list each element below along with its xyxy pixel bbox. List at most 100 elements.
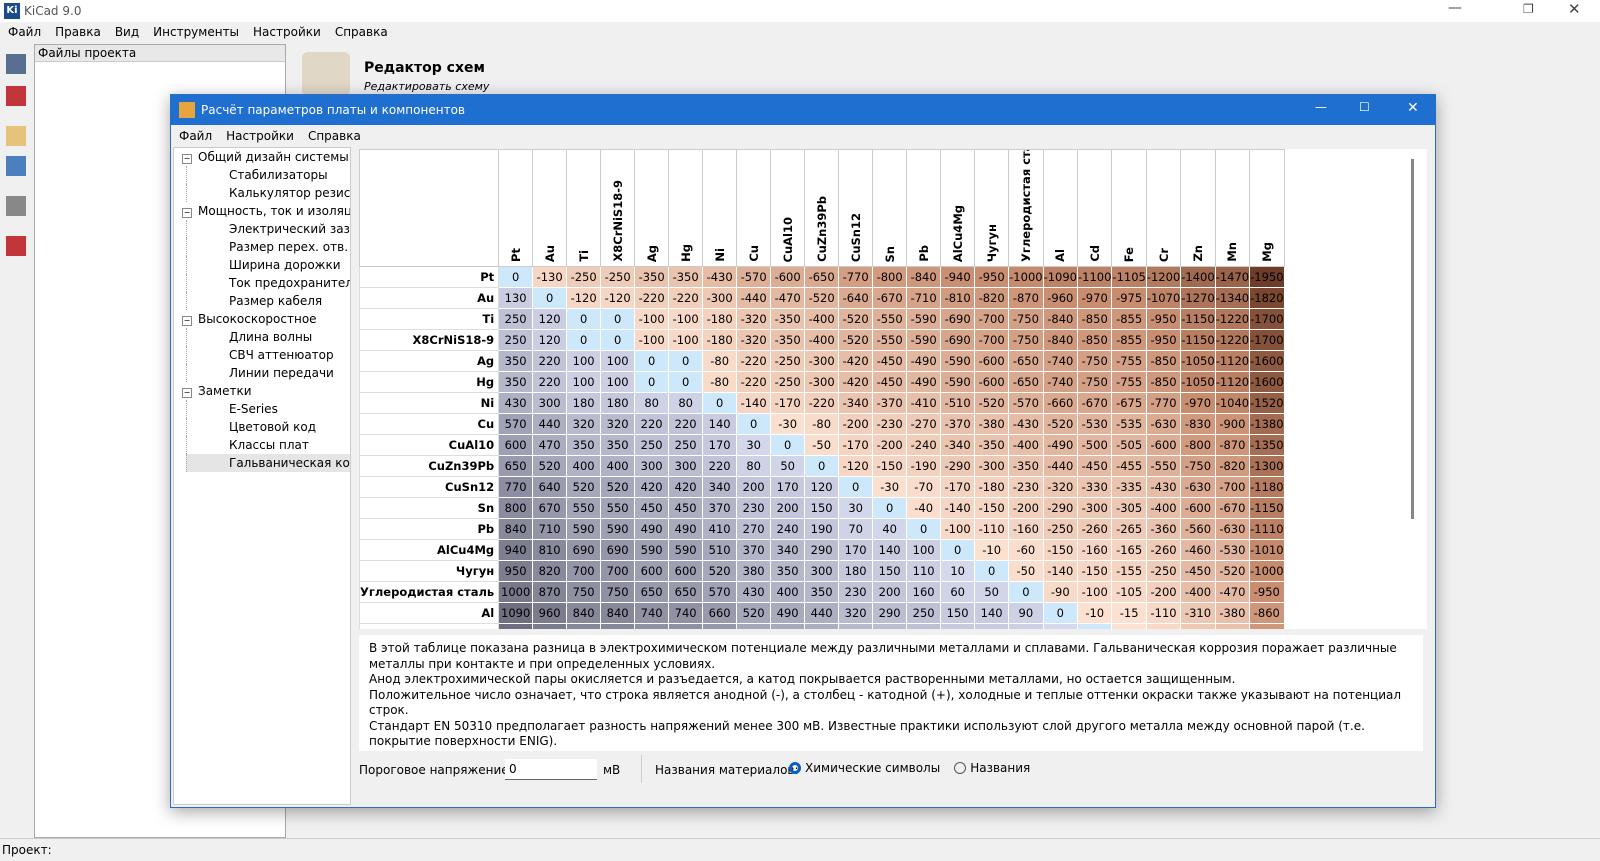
close[interactable]: ✕ <box>1407 100 1419 116</box>
cell[interactable]: 690 <box>566 539 602 561</box>
column-header[interactable]: Чугун <box>974 149 1010 267</box>
expander[interactable]: − <box>182 208 192 218</box>
cell[interactable]: 950 <box>498 560 534 582</box>
cell[interactable]: -260 <box>1076 518 1113 540</box>
cell[interactable]: -120 <box>838 455 874 477</box>
cell[interactable]: 570 <box>702 581 738 603</box>
menu-item[interactable]: Правка <box>55 25 101 39</box>
column-header[interactable]: Ni <box>702 149 738 267</box>
cell[interactable]: -335 <box>1111 476 1147 498</box>
cell[interactable]: 600 <box>668 560 704 582</box>
cell[interactable]: -520 <box>974 392 1010 414</box>
cell[interactable]: -1220 <box>1214 329 1251 351</box>
cell[interactable]: 60 <box>940 581 976 603</box>
cell[interactable]: 0 <box>838 476 874 498</box>
column-header[interactable]: Cr <box>1145 149 1182 267</box>
row-header[interactable]: Углеродистая сталь <box>359 581 500 603</box>
cell[interactable]: 650 <box>498 455 534 477</box>
cell[interactable]: 220 <box>702 455 738 477</box>
launcher-icon[interactable] <box>302 52 350 96</box>
cell[interactable]: 400 <box>770 581 806 603</box>
cell[interactable]: -750 <box>1180 455 1216 477</box>
column-header[interactable]: Ag <box>634 149 670 267</box>
row-header[interactable]: CuAl10 <box>359 434 500 456</box>
cell[interactable]: -770 <box>838 266 874 288</box>
row-header[interactable]: Ag <box>359 350 500 372</box>
cell[interactable]: 0 <box>940 539 976 561</box>
column-header[interactable]: Au <box>532 149 568 267</box>
cell[interactable]: 650 <box>634 581 670 603</box>
cell[interactable]: 590 <box>668 539 704 561</box>
cell[interactable]: -1050 <box>1180 350 1216 372</box>
cell[interactable]: 750 <box>668 623 704 629</box>
cell[interactable]: -560 <box>1180 518 1216 540</box>
tree-group[interactable]: − Высокоскоростное <box>174 310 350 328</box>
cell[interactable]: 330 <box>838 623 874 629</box>
cell[interactable]: 650 <box>668 581 704 603</box>
cell[interactable]: 180 <box>566 392 602 414</box>
cell[interactable]: -830 <box>1180 413 1216 435</box>
tree-label[interactable]: Мощность, ток и изоляция <box>198 204 350 218</box>
cell[interactable]: 240 <box>770 518 806 540</box>
cell[interactable]: -520 <box>838 329 874 351</box>
tree-item[interactable]: Стабилизаторы <box>186 166 350 184</box>
cell[interactable]: -820 <box>1214 455 1251 477</box>
cell[interactable]: -240 <box>906 434 942 456</box>
cell[interactable]: -100 <box>940 518 976 540</box>
cell[interactable]: -1820 <box>1249 287 1285 309</box>
cell[interactable]: -1120 <box>1214 350 1251 372</box>
cell[interactable]: 320 <box>838 602 874 624</box>
cell[interactable]: -90 <box>1042 581 1079 603</box>
cell[interactable]: -150 <box>872 455 908 477</box>
cell[interactable]: 120 <box>532 329 568 351</box>
cell[interactable]: -1300 <box>1249 455 1285 477</box>
cell[interactable]: -470 <box>1214 581 1251 603</box>
cell[interactable]: 90 <box>1008 602 1044 624</box>
cell[interactable]: 50 <box>974 581 1010 603</box>
cell[interactable]: 300 <box>872 623 908 629</box>
cell[interactable]: -270 <box>906 413 942 435</box>
column-header[interactable]: Pb <box>906 149 942 267</box>
cell[interactable]: 740 <box>668 602 704 624</box>
cell[interactable]: -590 <box>906 308 942 330</box>
cell[interactable]: -380 <box>974 413 1010 435</box>
tool-icon[interactable] <box>6 126 26 146</box>
menu-item[interactable]: Справка <box>334 25 388 39</box>
cell[interactable]: -80 <box>702 350 738 372</box>
cell[interactable]: 870 <box>532 581 568 603</box>
cell[interactable]: 430 <box>498 392 534 414</box>
cell[interactable]: -190 <box>906 455 942 477</box>
cell[interactable]: -300 <box>804 350 840 372</box>
cell[interactable]: 30 <box>736 434 772 456</box>
cell[interactable]: 750 <box>566 581 602 603</box>
cell[interactable]: -490 <box>906 371 942 393</box>
cell[interactable]: -310 <box>1180 602 1216 624</box>
cell[interactable]: 0 <box>974 560 1010 582</box>
cell[interactable]: -600 <box>974 350 1010 372</box>
cell[interactable]: 770 <box>498 476 534 498</box>
cell[interactable]: -1120 <box>1214 371 1251 393</box>
row-header[interactable]: Чугун <box>359 560 500 582</box>
cell[interactable]: -750 <box>1008 329 1044 351</box>
cell[interactable]: -1150 <box>1180 308 1216 330</box>
cell[interactable]: -940 <box>940 266 976 288</box>
cell[interactable]: -460 <box>1180 539 1216 561</box>
cell[interactable]: -1050 <box>1180 371 1216 393</box>
cell[interactable]: -450 <box>1180 560 1216 582</box>
cell[interactable]: -510 <box>940 392 976 414</box>
cell[interactable]: -450 <box>872 350 908 372</box>
cell[interactable]: 290 <box>872 602 908 624</box>
tree-item[interactable]: Гальваническая коррозия <box>186 454 350 472</box>
cell[interactable]: 180 <box>838 560 874 582</box>
row-header[interactable]: Pb <box>359 518 500 540</box>
cell[interactable]: 430 <box>736 581 772 603</box>
tree-label[interactable]: Общий дизайн системы <box>198 150 349 164</box>
cell[interactable]: -630 <box>1180 476 1216 498</box>
cell[interactable]: -950 <box>974 266 1010 288</box>
cell[interactable]: 420 <box>668 476 704 498</box>
cell[interactable]: 0 <box>804 455 840 477</box>
cell[interactable]: 40 <box>872 518 908 540</box>
cell[interactable]: 0 <box>532 287 568 309</box>
cell[interactable]: -180 <box>702 329 738 351</box>
row-header[interactable]: Cd <box>359 623 500 629</box>
